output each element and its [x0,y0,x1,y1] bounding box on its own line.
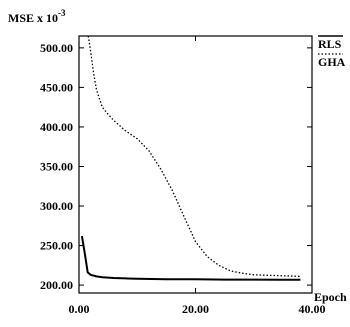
y-tick-label: 300.00 [40,199,73,213]
x-tick-label: 0.00 [69,302,90,316]
plot-area-frame [78,35,313,294]
series-line-rls [80,235,301,281]
x-tick-label: 20.00 [182,302,209,316]
series-line-gha [87,35,301,278]
x-tick-label: 40.00 [299,302,326,316]
y-tick-label: 400.00 [40,120,73,134]
y-tick-label: 500.00 [40,41,73,55]
y-tick-label: 450.00 [40,80,73,94]
y-axis-title: MSE x 10-3 [8,8,66,25]
legend-label-rls: RLS [318,37,342,51]
y-axis-title-exponent: -3 [58,8,66,18]
x-axis-title: Epoch [314,290,347,304]
y-tick-label: 350.00 [40,159,73,173]
y-tick-label: 250.00 [40,239,73,253]
y-tick-label: 200.00 [40,278,73,292]
y-axis-title-text: MSE x 10 [8,11,58,25]
legend-label-gha: GHA [318,55,346,69]
